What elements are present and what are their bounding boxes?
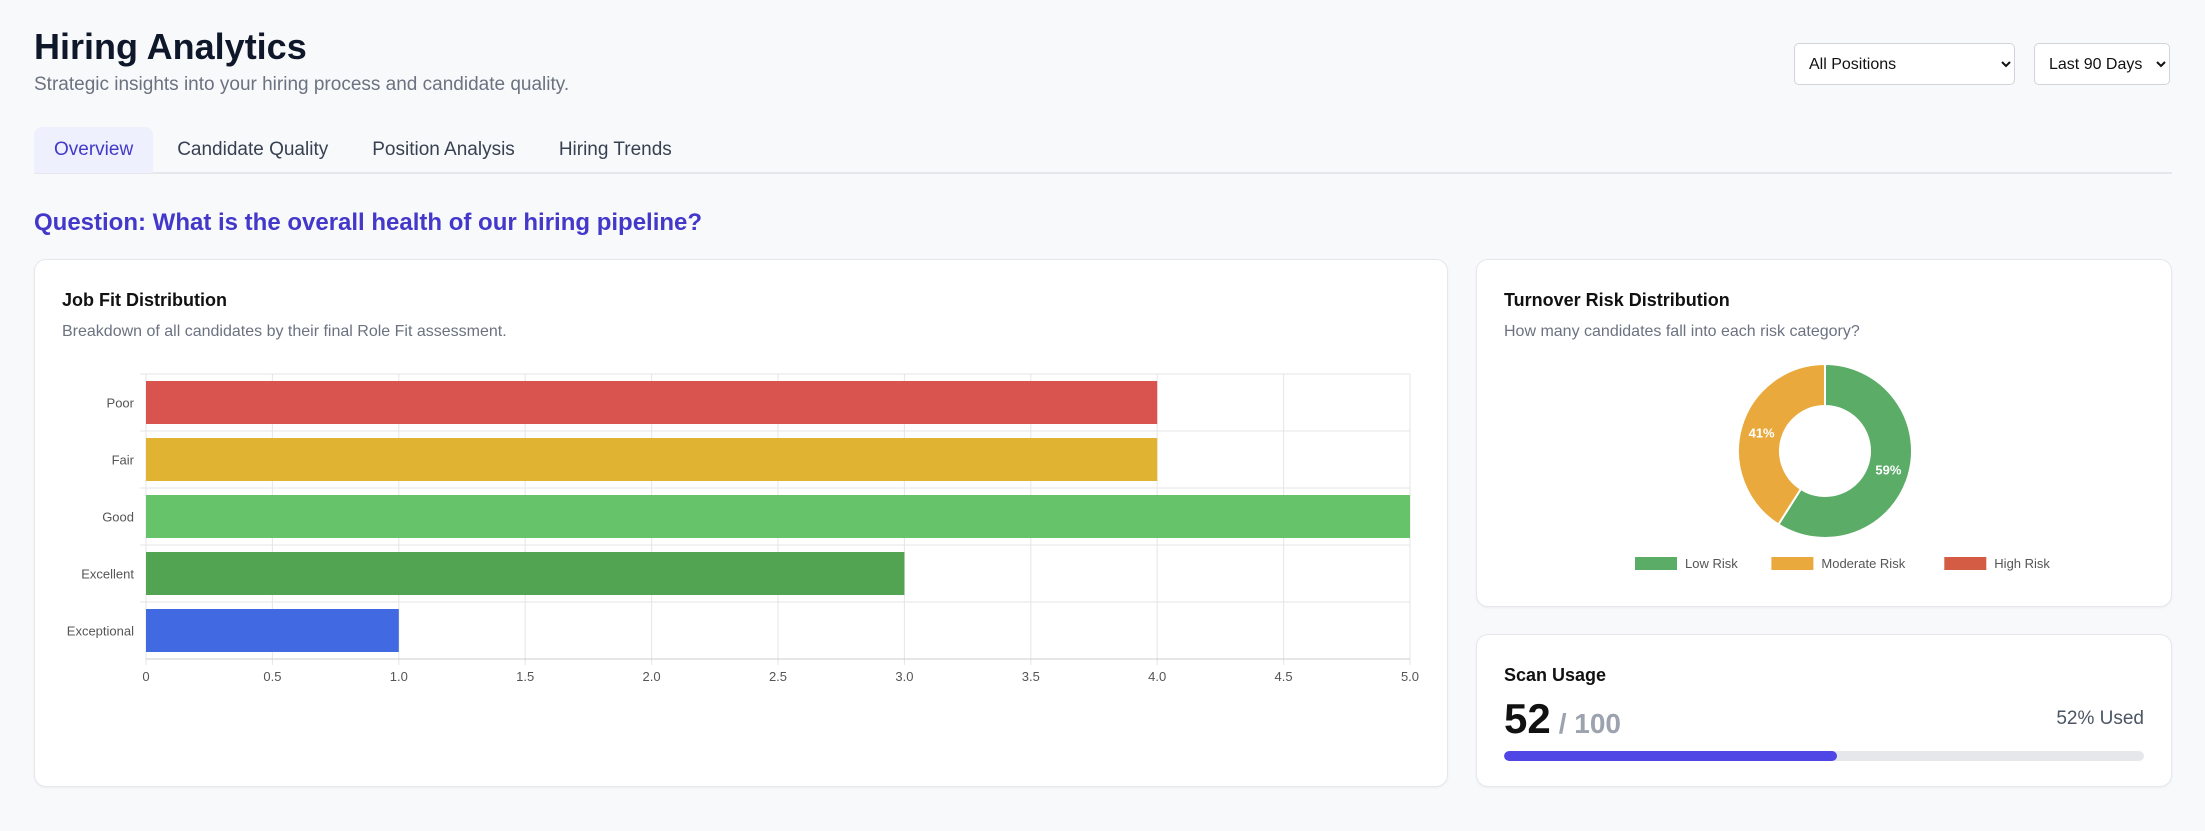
turnover-donut-chart: 59% 41% Low Risk Moderate Risk High Risk xyxy=(1635,362,2050,571)
scan-usage-card: Scan Usage 52 / 100 52% Used xyxy=(1476,634,2172,787)
x-tick-label: 1.5 xyxy=(516,669,534,684)
card-title: Turnover Risk Distribution xyxy=(1504,290,1730,310)
legend-label: Moderate Risk xyxy=(1821,556,1905,571)
bar-fair xyxy=(146,438,1158,481)
card-title: Scan Usage xyxy=(1504,665,1607,685)
x-tick-label: 0.5 xyxy=(263,669,281,684)
legend-label: High Risk xyxy=(1994,556,2050,571)
legend-swatch xyxy=(1771,557,1814,570)
legend-label: Low Risk xyxy=(1685,556,1738,571)
bar-good xyxy=(146,495,1410,538)
x-tick-label: 3.5 xyxy=(1022,669,1040,684)
question-heading: Question: What is the overall health of … xyxy=(34,209,703,236)
period-filter[interactable]: Last 90 Days xyxy=(2034,43,2170,85)
position-filter[interactable]: All Positions xyxy=(1794,43,2015,85)
tab-position-analysis[interactable]: Position Analysis xyxy=(372,139,515,160)
page-title: Hiring Analytics xyxy=(34,26,307,67)
tab-candidate-quality[interactable]: Candidate Quality xyxy=(177,139,329,160)
y-tick-label: Good xyxy=(102,510,134,525)
tab-hiring-trends[interactable]: Hiring Trends xyxy=(558,139,672,160)
card-title: Job Fit Distribution xyxy=(62,290,227,310)
legend-swatch xyxy=(1944,557,1987,570)
scan-percent: 52% Used xyxy=(2056,708,2144,729)
x-tick-label: 2.0 xyxy=(643,669,661,684)
y-tick-label: Exceptional xyxy=(67,624,134,639)
scan-used: 52 xyxy=(1504,695,1551,742)
bar-exceptional xyxy=(146,609,399,652)
donut-label: 59% xyxy=(1875,462,1901,477)
scan-progress-track xyxy=(1504,751,2144,761)
job-fit-card: Job Fit Distribution Breakdown of all ca… xyxy=(34,259,1448,787)
x-tick-label: 5.0 xyxy=(1401,669,1419,684)
x-tick-label: 1.0 xyxy=(390,669,408,684)
y-tick-label: Poor xyxy=(107,396,135,411)
scan-progress-fill xyxy=(1504,751,1837,761)
x-tick-label: 3.0 xyxy=(895,669,913,684)
y-tick-label: Fair xyxy=(112,453,135,468)
x-tick-label: 0 xyxy=(142,669,149,684)
y-tick-label: Excellent xyxy=(81,567,134,582)
donut-slice-low-risk xyxy=(1777,362,1913,539)
x-tick-label: 4.5 xyxy=(1275,669,1293,684)
scan-total: / 100 xyxy=(1558,708,1621,739)
card-subtitle: How many candidates fall into each risk … xyxy=(1504,323,1860,340)
job-fit-bar-chart: 0 0.5 1.0 1.5 2.0 2.5 3.0 3.5 4.0 4.5 5.0 Poor Fair G… xyxy=(67,373,1419,684)
legend-swatch xyxy=(1635,557,1677,570)
page-subtitle: Strategic insights into your hiring proc… xyxy=(34,74,570,95)
donut-label: 41% xyxy=(1749,426,1775,441)
bar-excellent xyxy=(146,552,905,595)
turnover-card: Turnover Risk Distribution How many cand… xyxy=(1476,259,2172,607)
x-tick-label: 4.0 xyxy=(1148,669,1166,684)
tab-bar: Overview Candidate Quality Position Anal… xyxy=(34,127,2172,174)
donut-slice-moderate-risk xyxy=(1737,362,1826,526)
x-tick-label: 2.5 xyxy=(769,669,787,684)
tab-overview[interactable]: Overview xyxy=(34,127,154,173)
bar-poor xyxy=(146,381,1158,424)
card-subtitle: Breakdown of all candidates by their fin… xyxy=(62,323,507,340)
